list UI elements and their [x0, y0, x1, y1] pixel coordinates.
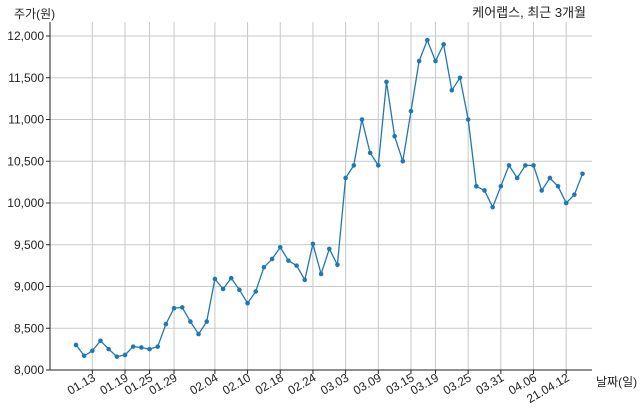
data-point: [318, 271, 324, 277]
data-point: [416, 58, 422, 64]
data-point: [228, 275, 234, 281]
data-point: [514, 175, 520, 181]
y-tick-label: 8,000: [14, 363, 44, 377]
data-point: [302, 277, 308, 283]
x-tick-label: 01.13: [65, 370, 98, 397]
data-point: [73, 342, 79, 348]
data-point: [310, 241, 316, 247]
chart-title: 케어랩스, 최근 3개월: [472, 5, 586, 20]
data-point: [580, 171, 585, 177]
data-point: [408, 108, 414, 114]
data-point: [90, 348, 95, 354]
x-tick-label: 02.24: [285, 370, 318, 397]
data-point: [261, 264, 267, 270]
data-point: [343, 175, 348, 181]
data-point: [351, 163, 357, 168]
data-point: [563, 200, 569, 206]
x-tick-label: 03.31: [473, 370, 506, 397]
data-point: [253, 289, 259, 294]
data-point: [490, 204, 495, 210]
data-point: [506, 163, 512, 168]
data-point: [155, 344, 160, 349]
data-point: [449, 87, 455, 93]
data-point: [441, 42, 446, 47]
data-point: [179, 305, 185, 310]
x-tick-label: 02.10: [220, 370, 253, 397]
x-axis-label: 날짜(일): [596, 375, 637, 389]
x-tick-label: 01.29: [147, 370, 180, 397]
data-point: [425, 37, 430, 43]
y-tick-label: 9,500: [14, 238, 44, 252]
data-point: [465, 117, 471, 122]
y-axis-label: 주가(원): [14, 7, 55, 21]
data-point: [163, 321, 169, 327]
y-tick-label: 8,500: [14, 321, 44, 335]
data-point: [171, 305, 177, 311]
data-point: [326, 246, 332, 252]
data-point: [482, 188, 487, 193]
data-point: [359, 117, 365, 122]
data-point: [531, 163, 536, 168]
y-tick-label: 11,500: [8, 71, 44, 85]
data-point: [212, 276, 218, 282]
x-tick-label: 03.09: [351, 370, 384, 397]
data-point: [196, 331, 201, 337]
data-point: [539, 188, 544, 193]
data-point: [139, 345, 144, 350]
y-tick-label: 12,000: [7, 29, 44, 43]
data-point: [384, 79, 389, 85]
data-point: [400, 158, 406, 164]
data-point: [523, 163, 528, 168]
data-point: [375, 163, 381, 168]
data-point: [188, 319, 193, 324]
data-point: [547, 175, 553, 181]
data-point: [245, 300, 250, 306]
x-tick-label: 03.03: [318, 370, 351, 397]
y-tick-label: 9,000: [14, 280, 44, 294]
data-point: [122, 352, 128, 358]
data-point: [106, 346, 111, 352]
data-point: [130, 344, 136, 349]
data-point: [237, 287, 242, 293]
data-point: [269, 256, 275, 262]
data-point: [367, 150, 373, 156]
data-point: [457, 75, 463, 81]
data-point: [433, 58, 438, 64]
data-point: [294, 263, 299, 268]
y-tick-label: 10,000: [7, 196, 44, 210]
data-point: [114, 354, 120, 359]
data-point: [204, 319, 210, 324]
price-series: [73, 37, 585, 359]
data-point: [498, 184, 504, 189]
data-point: [474, 184, 479, 189]
data-point: [147, 346, 152, 352]
x-tick-label: 03.25: [441, 370, 474, 397]
data-point: [335, 262, 340, 268]
data-point: [572, 192, 577, 197]
data-point: [286, 258, 291, 263]
gridlines: [50, 22, 592, 371]
data-point: [98, 338, 103, 344]
x-tick-label: 02.18: [253, 370, 286, 397]
data-point: [555, 184, 561, 189]
data-point: [220, 286, 226, 292]
x-tick-label: 03.19: [408, 370, 441, 397]
axes: [46, 22, 592, 374]
x-tick-label: 02.04: [187, 370, 220, 397]
y-tick-label: 10,500: [7, 154, 44, 168]
data-point: [277, 244, 283, 250]
data-point: [392, 133, 397, 139]
price-line: [75, 38, 584, 358]
data-point: [81, 353, 87, 359]
y-tick-label: 11,000: [8, 113, 44, 127]
